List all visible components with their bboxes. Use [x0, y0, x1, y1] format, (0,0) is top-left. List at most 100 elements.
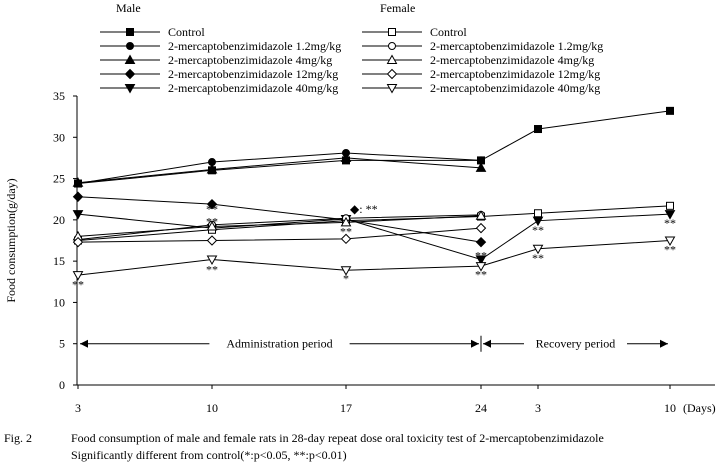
legend-marker — [386, 84, 398, 94]
data-point — [475, 162, 487, 172]
legend-marker — [386, 54, 398, 64]
series-male-1 — [74, 148, 485, 188]
series-line — [77, 227, 482, 243]
legend-marker — [124, 84, 136, 94]
data-point — [664, 210, 676, 220]
legend-marker — [124, 68, 136, 80]
x-tick-label: 10 — [664, 401, 676, 415]
legend-label: 2-mercaptobenzimidazole 1.2mg/kg — [168, 39, 341, 53]
y-tick-label: 20 — [53, 213, 65, 227]
legend-item: Control — [100, 25, 205, 39]
legend-marker — [124, 54, 136, 64]
legend-label: 2-mercaptobenzimidazole 4mg/kg — [430, 53, 594, 67]
y-tick-label: 15 — [53, 254, 65, 268]
data-point — [72, 210, 84, 220]
data-point — [340, 266, 352, 276]
significance-mark: ◆: ** — [350, 202, 378, 216]
data-point — [206, 235, 218, 246]
legend-item: 2-mercaptobenzimidazole 12mg/kg — [100, 67, 338, 81]
data-point — [340, 152, 352, 162]
legend-item: 2-mercaptobenzimidazole 1.2mg/kg — [100, 39, 341, 53]
data-point — [206, 255, 218, 266]
y-axis-label: Food consumption(g/day) — [4, 178, 18, 302]
legend: Male FemaleControl2-mercaptobenzimidazole… — [100, 1, 603, 95]
legend-group-female: Female — [380, 1, 415, 15]
data-point — [475, 262, 487, 272]
significance-mark: ** — [72, 277, 84, 291]
legend-marker — [126, 28, 134, 36]
y-tick-label: 25 — [53, 172, 65, 186]
axes: 0 5 10 15 20 25 30 35 3 10 17 24 3 10 (Days) Food consu… — [4, 89, 716, 415]
significance-mark: * — [343, 271, 349, 285]
figure-label: Fig. 2 — [4, 431, 33, 445]
y-tick-label: 35 — [53, 89, 65, 103]
caption-line-2: Significantly different from control(*:p… — [71, 448, 347, 462]
data-point — [664, 236, 676, 247]
significance-mark: ** — [340, 224, 352, 238]
data-point — [475, 222, 487, 234]
data-point — [475, 236, 487, 248]
x-tick-label: 10 — [206, 401, 218, 415]
series-male-3 — [72, 191, 487, 248]
data-point — [206, 198, 218, 210]
data-point — [72, 191, 84, 202]
data-point — [340, 216, 352, 227]
legend-marker — [388, 42, 396, 50]
series-female-6 — [74, 210, 485, 244]
data-point — [475, 210, 487, 220]
legend-marker — [386, 68, 398, 80]
legend-group-male: Male — [116, 1, 141, 15]
significance-mark: ** — [475, 267, 487, 281]
series-line — [77, 214, 482, 241]
legend-marker — [388, 28, 396, 36]
series-line — [77, 215, 482, 237]
data-point — [340, 233, 352, 245]
data-point — [206, 220, 218, 231]
series-line — [77, 157, 482, 184]
legend-item: Control — [362, 25, 467, 39]
significance-mark: ** — [206, 215, 218, 229]
x-tick-label: 17 — [340, 401, 352, 415]
period-label: Administration period — [226, 337, 332, 351]
y-tick-label: 10 — [53, 295, 65, 309]
y-tick-label: 5 — [59, 337, 65, 351]
legend-label: Control — [168, 25, 205, 39]
significance-mark: ** — [206, 262, 218, 276]
data-point — [534, 125, 542, 134]
data-point — [666, 106, 674, 115]
period-arrow: Administration period — [80, 337, 479, 351]
annotations: ********◆: ***************** — [72, 202, 676, 291]
significance-mark: ** — [532, 223, 544, 237]
y-tick-label: 30 — [53, 130, 65, 144]
data-point — [72, 271, 84, 281]
y-tick-label: 0 — [59, 378, 65, 392]
legend-item: 2-mercaptobenzimidazole 40mg/kg — [362, 81, 600, 95]
legend-label: 2-mercaptobenzimidazole 1.2mg/kg — [430, 39, 603, 53]
legend-label: 2-mercaptobenzimidazole 40mg/kg — [430, 81, 600, 95]
significance-mark: ** — [664, 216, 676, 230]
legend-item: 2-mercaptobenzimidazole 12mg/kg — [362, 67, 600, 81]
significance-mark: ** — [475, 248, 487, 262]
series-line — [77, 152, 482, 185]
period-arrow: Recovery period — [483, 337, 668, 351]
series-female-9 — [72, 236, 676, 281]
legend-label: Control — [430, 25, 467, 39]
significance-mark: ** — [206, 202, 218, 216]
arrowhead-left — [483, 339, 491, 348]
legend-label: 2-mercaptobenzimidazole 12mg/kg — [168, 67, 338, 81]
series-line — [77, 213, 671, 261]
legend-item: 2-mercaptobenzimidazole 40mg/kg — [100, 81, 338, 95]
data-point — [532, 244, 544, 255]
legend-marker — [126, 42, 134, 50]
series-line — [77, 196, 482, 243]
series-female-7 — [72, 210, 487, 241]
series-male-2 — [72, 152, 487, 187]
legend-label: 2-mercaptobenzimidazole 40mg/kg — [168, 81, 338, 95]
data-point — [475, 255, 487, 266]
caption-line-1: Food consumption of male and female rats… — [71, 431, 604, 445]
arrowhead-left — [80, 339, 88, 348]
significance-mark: ** — [532, 251, 544, 265]
x-axis-label: (Days) — [683, 401, 716, 415]
series-female-8 — [72, 222, 487, 248]
food-consumption-chart: Male FemaleControl2-mercaptobenzimidazole… — [4, 1, 716, 415]
